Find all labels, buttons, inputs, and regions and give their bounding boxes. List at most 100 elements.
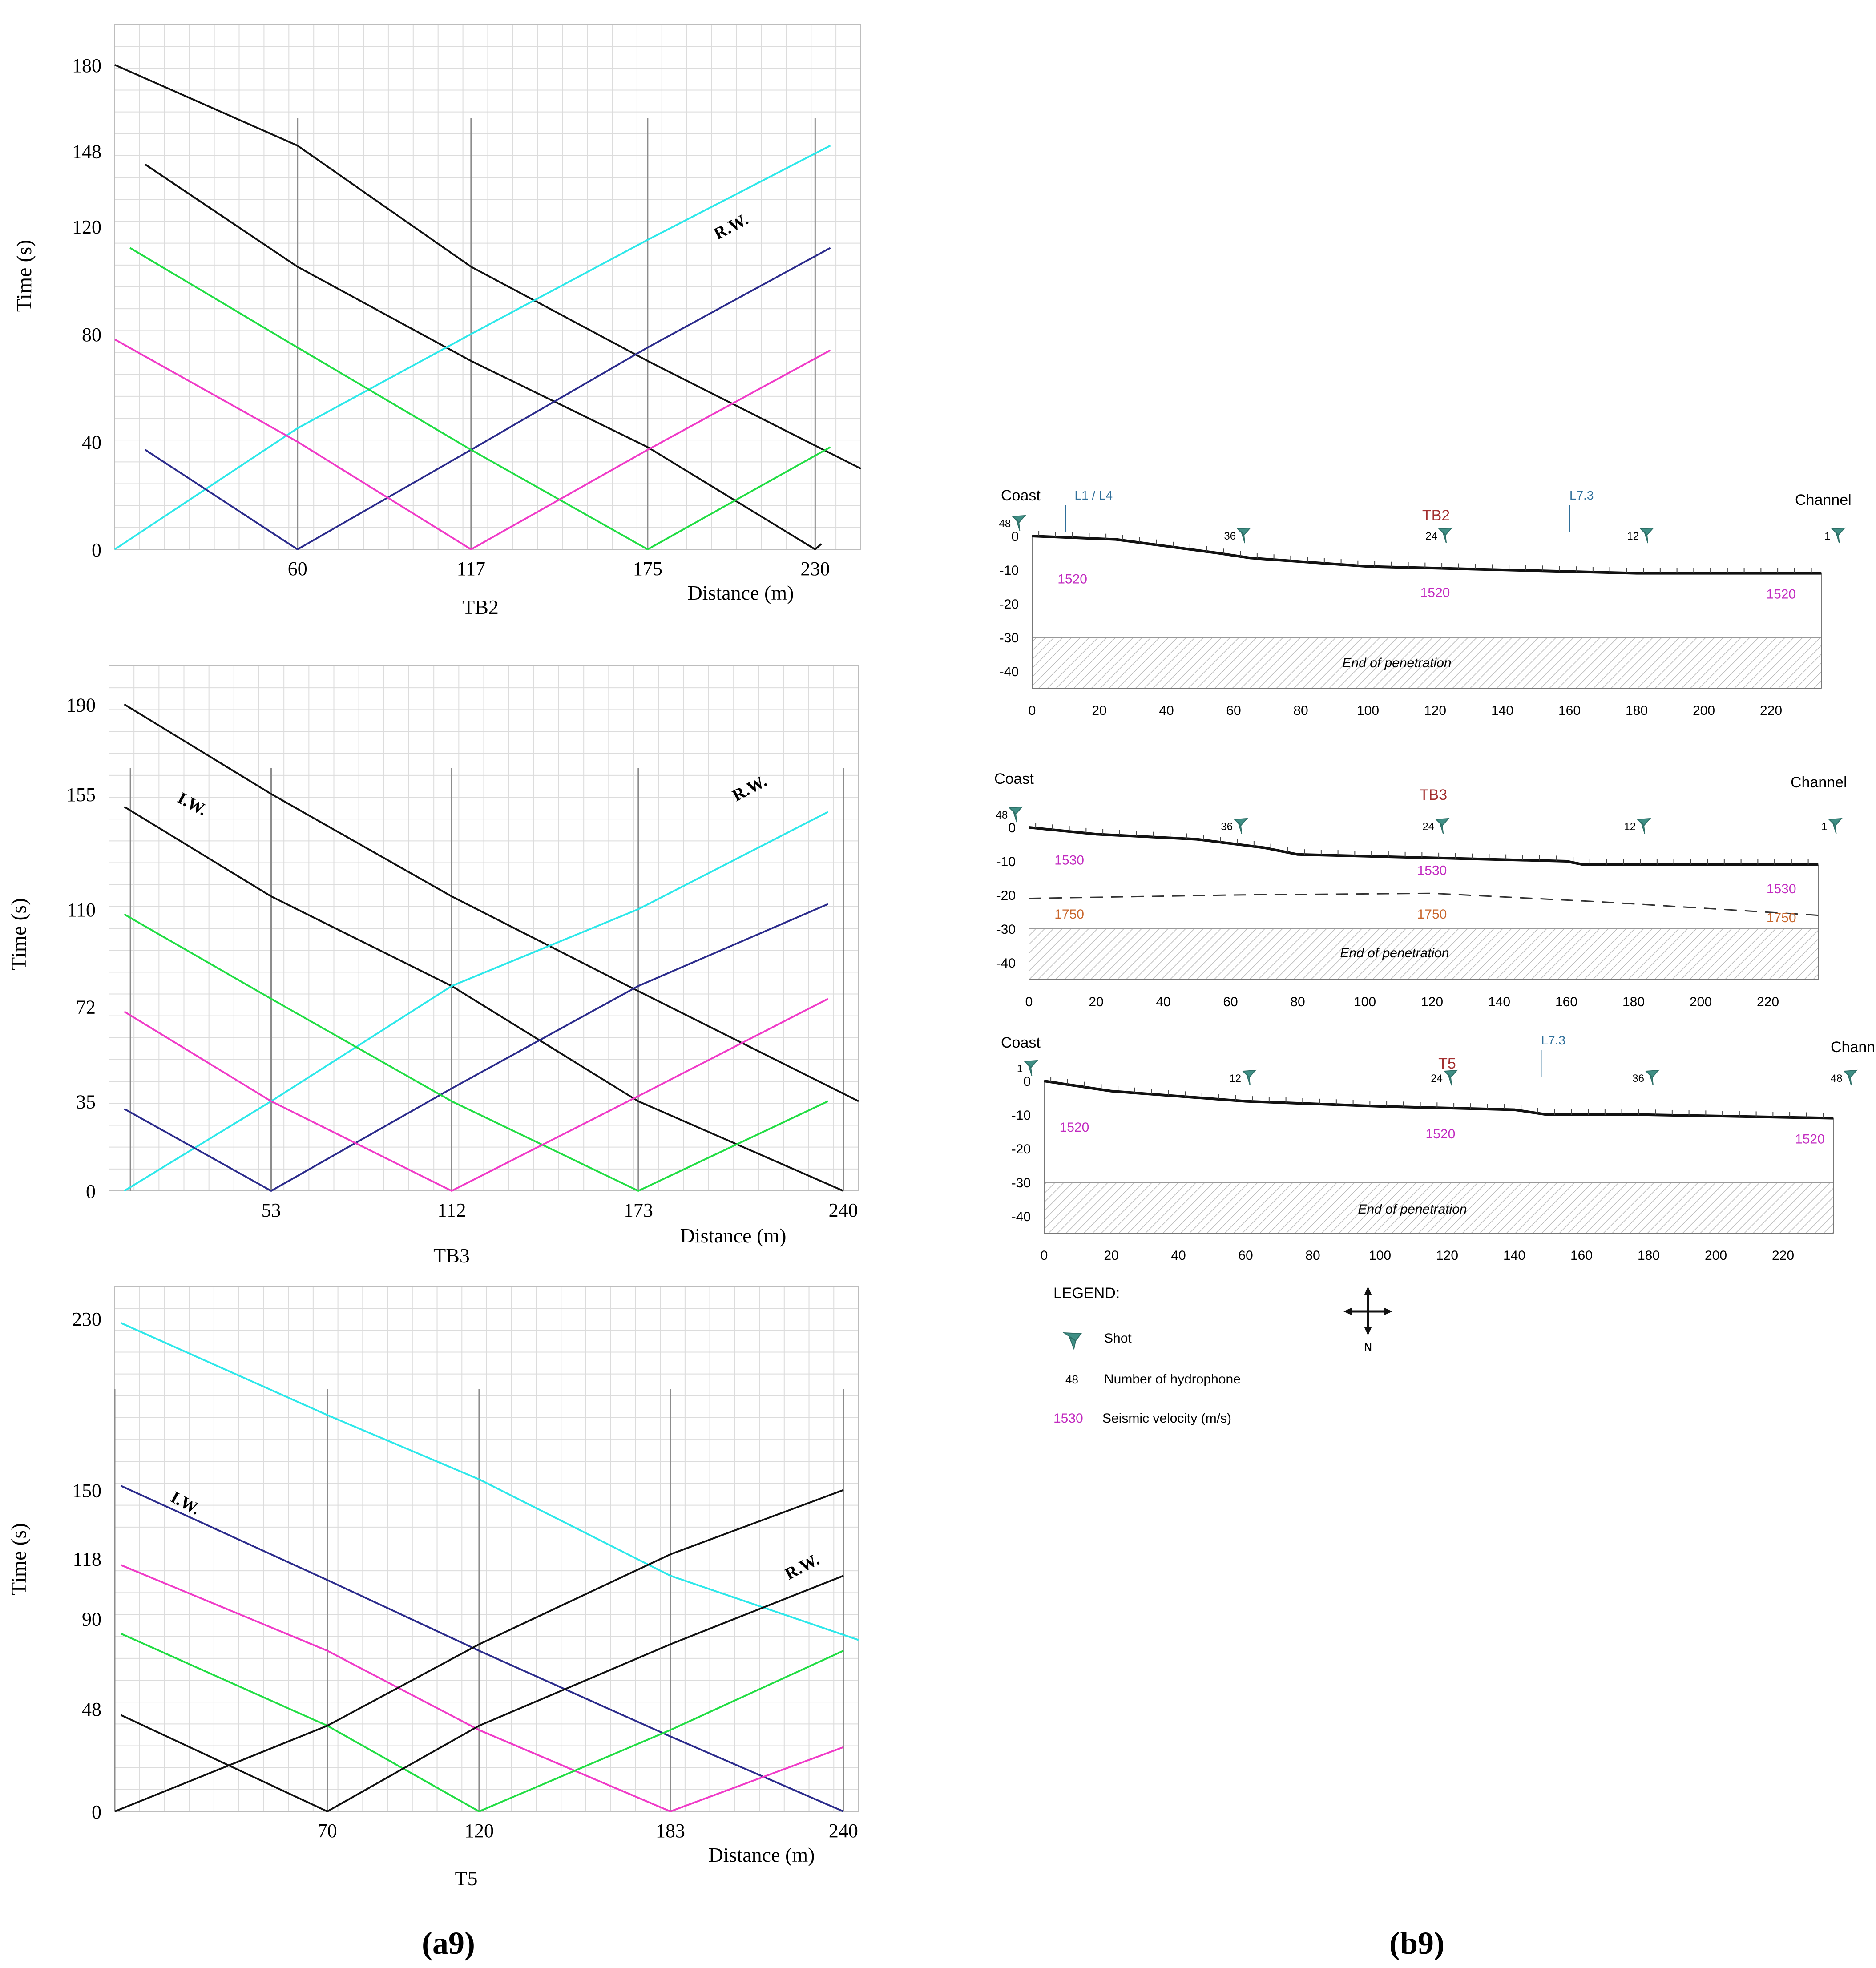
profile-tb3-velocity-label: 1750: [1417, 907, 1447, 922]
profile-t5-velocity-label: 1520: [1426, 1127, 1456, 1141]
profile-t5-velocity-label: 1520: [1060, 1120, 1089, 1135]
profile-tb3-shot-icon: [1233, 818, 1248, 834]
profile-tb2-marker-label: L1 / L4: [1075, 488, 1113, 502]
profile-tb2-shot-icon: [1236, 527, 1251, 544]
profile-tb3-ytick-label: -30: [996, 922, 1016, 937]
profile-t5-shot-label: 48: [1831, 1073, 1843, 1085]
profile-t5-channel-label: Channel: [1831, 1039, 1876, 1056]
profile-t5-ytick-label: -20: [1012, 1142, 1031, 1157]
chart-tb3-ytick-label: 72: [76, 996, 96, 1018]
chart-tb2-series-black-line: [145, 164, 822, 550]
profile-tb3-velocity-label: 1530: [1417, 863, 1447, 878]
chart-tb3-series-black-line: [124, 703, 859, 1102]
chart-t5-series-green-line: [120, 1633, 844, 1812]
profile-tb2-velocity-label: 1520: [1057, 572, 1087, 586]
profile-tb2-xtick-label: 220: [1760, 703, 1782, 718]
profile-t5-shot-icon: [1023, 1060, 1038, 1076]
chart-t5-series-navy-line: [120, 1485, 844, 1812]
profile-tb2-shot-label: 24: [1425, 530, 1437, 542]
profile-tb3-shot-label: 1: [1821, 821, 1827, 833]
profile-tb2-ytick-label: -20: [1000, 597, 1019, 612]
profile-tb3-coast-label: Coast: [994, 770, 1034, 787]
profile-tb2-marker-label: L7.3: [1569, 488, 1594, 502]
profile-tb2-channel-label: Channel: [1795, 492, 1852, 508]
chart-tb2-ytick-label: 40: [82, 432, 101, 453]
chart-tb2-series-cyan-line: [114, 145, 831, 550]
profile-t5-ytick-label: -40: [1012, 1210, 1031, 1224]
chart-tb2-xtick-label: 60: [288, 558, 307, 580]
chart-tb3-series-navy-line: [124, 903, 829, 1192]
chart-t5-xtick-label: 240: [829, 1820, 858, 1842]
profile-tb2-shot-icon: [1831, 527, 1846, 544]
profile-tb3-xtick-label: 180: [1622, 995, 1645, 1009]
chart-t5-series-black-line: [114, 1489, 844, 1812]
profile-tb3-velocity-label: 1530: [1054, 853, 1084, 868]
chart-t5-series-cyan-line: [120, 1322, 859, 1641]
legend-title: LEGEND:: [1053, 1285, 1120, 1302]
profile-t5-shot-label: 1: [1017, 1063, 1023, 1075]
profile-tb2-shot-icon: [1438, 527, 1453, 544]
profile-t5-ytick-label: 0: [1023, 1074, 1031, 1089]
profile-tb3-ytick-label: -20: [996, 888, 1016, 903]
profile-tb2-xtick-label: 160: [1558, 703, 1581, 718]
profile-tb2-ytick-label: -40: [1000, 665, 1019, 679]
chart-t5-ytick-label: 0: [92, 1801, 101, 1823]
profile-tb2-shot-label: 36: [1224, 530, 1236, 542]
profile-t5-shot-label: 36: [1632, 1073, 1644, 1085]
profile-tb3-end-label: End of penetration: [1340, 946, 1449, 960]
chart-t5-xlabel: Distance (m): [709, 1843, 815, 1866]
chart-tb3-ytick-label: 35: [76, 1091, 96, 1113]
profile-tb3: 0 -10 -20 -30 -40 0 20 40 60 80 100 120 140 160 180 200…: [996, 806, 1843, 1009]
chart-t5-ylabel: Time (s): [7, 1523, 31, 1595]
profile-t5-shot-icon: [1645, 1069, 1660, 1086]
profile-tb3-ytick-label: -40: [996, 956, 1016, 971]
profile-tb3-shot-icon: [1828, 818, 1843, 834]
profile-tb3-shot-icon: [1636, 818, 1651, 834]
chart-tb3-series-green-line: [124, 913, 829, 1192]
chart-tb3-frame: [109, 665, 859, 1191]
profile-tb3-xtick-label: 40: [1156, 995, 1170, 1009]
panel-caption-a9: (a9): [422, 1925, 475, 1961]
profile-t5-xtick-label: 120: [1436, 1248, 1458, 1263]
profile-tb2-xtick-label: 120: [1424, 703, 1446, 718]
chart-tb3-ytick-label: 190: [66, 694, 96, 716]
profile-t5-shot-label: 24: [1431, 1073, 1443, 1085]
chart-tb3-ylabel: Time (s): [7, 898, 31, 970]
profile-t5-title: T5: [1438, 1055, 1456, 1072]
profile-tb3-shot-label: 48: [996, 809, 1008, 821]
north-arrow: N: [1343, 1286, 1392, 1353]
profile-tb3-xtick-label: 60: [1223, 995, 1238, 1009]
profile-tb2-xtick-label: 180: [1626, 703, 1648, 718]
profile-tb3-xtick-label: 100: [1354, 995, 1376, 1009]
profile-tb3-xtick-label: 200: [1690, 995, 1712, 1009]
chart-tb2-series-green-line: [129, 247, 831, 550]
profile-t5-xtick-label: 220: [1772, 1248, 1794, 1263]
chart-t5-xtick-label: 120: [464, 1820, 494, 1842]
profile-t5-end-label: End of penetration: [1358, 1202, 1467, 1217]
chart-tb3-title: TB3: [433, 1244, 470, 1267]
profile-tb3-xtick-label: 120: [1421, 995, 1443, 1009]
profile-tb3-xtick-label: 220: [1757, 995, 1779, 1009]
chart-tb3-series-cyan-line: [124, 811, 829, 1192]
chart-t5-xtick-label: 183: [656, 1820, 685, 1842]
chart-t5-ytick-label: 230: [72, 1308, 101, 1330]
chart-tb2-ytick-label: 120: [72, 216, 101, 238]
profile-t5-shot-icon: [1443, 1069, 1458, 1086]
chart-tb3-ytick-label: 0: [86, 1181, 96, 1202]
chart-tb3-xtick-label: 53: [262, 1199, 281, 1221]
chart-tb2-title: TB2: [462, 596, 499, 618]
profile-tb2-shot-label: 12: [1627, 530, 1639, 542]
profile-tb2-xtick-label: 140: [1491, 703, 1513, 718]
chart-tb3-xtick-label: 112: [437, 1199, 466, 1221]
chart-tb2-frame: [114, 24, 861, 550]
chart-t5-ytick-label: 150: [72, 1480, 101, 1502]
profile-tb2: 0 -10 -20 -30 -40 0 20 40 60 80 100 120 140 160 180 200…: [999, 488, 1846, 718]
profile-t5-marker-label: L7.3: [1541, 1033, 1565, 1047]
profile-t5-xtick-label: 180: [1638, 1248, 1660, 1263]
profile-tb2-coast-label: Coast: [1001, 487, 1041, 504]
